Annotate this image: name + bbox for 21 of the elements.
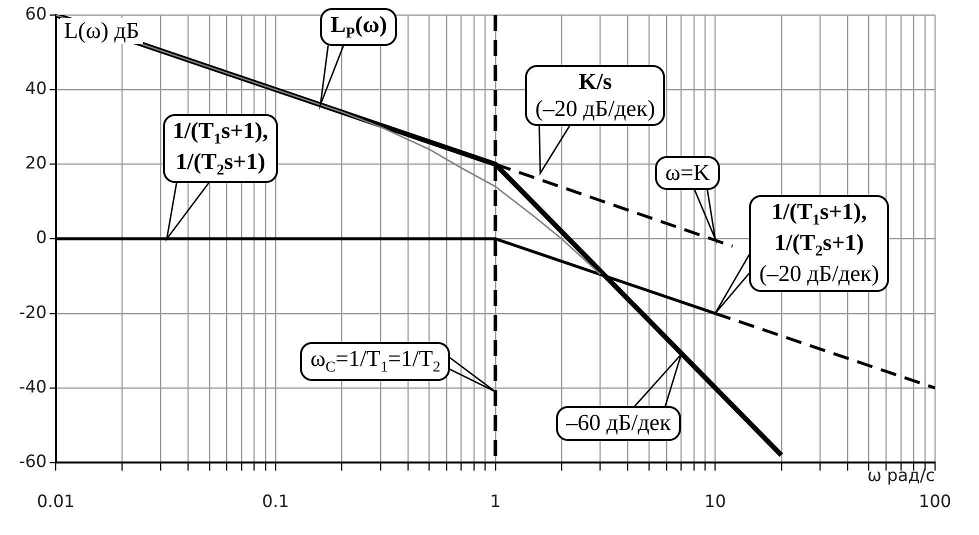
x-tick-label: 10 (704, 492, 726, 512)
annotation: L$_{P}$(ω) (330, 12, 388, 42)
y-tick-label: 40 (25, 79, 47, 100)
y-tick-label: -20 (18, 302, 47, 323)
annotation: –60 дБ/дек (566, 410, 671, 437)
y-tick-label: -60 (18, 452, 47, 472)
x-tick-label: 0.01 (36, 492, 75, 512)
x-tick-label: 100 (918, 492, 952, 512)
x-tick-label: 0.1 (262, 492, 290, 512)
y-tick-label: 60 (25, 4, 47, 24)
y-tick-label: -40 (18, 377, 47, 398)
annotation: K/s (–20 дБ/дек) (535, 69, 656, 122)
y-axis-title: L(ω) дБ (60, 18, 144, 44)
annotation: 1/(T$_{1}$s+1), 1/(T$_{2}$s+1) (172, 118, 268, 180)
x-tick-label: 1 (490, 492, 501, 512)
y-tick-label: 20 (25, 154, 47, 174)
annotation: 1/(T$_{1}$s+1), 1/(T$_{2}$s+1) (–20 дБ/дек) (759, 199, 880, 288)
y-tick-label: 0 (36, 228, 47, 248)
annotation: ω$_{С}$=1/T$_{1}$=1/T$_{2}$ (310, 346, 440, 377)
annotation: ω=K (665, 160, 710, 186)
x-axis-title: ω рад/с (867, 466, 935, 486)
